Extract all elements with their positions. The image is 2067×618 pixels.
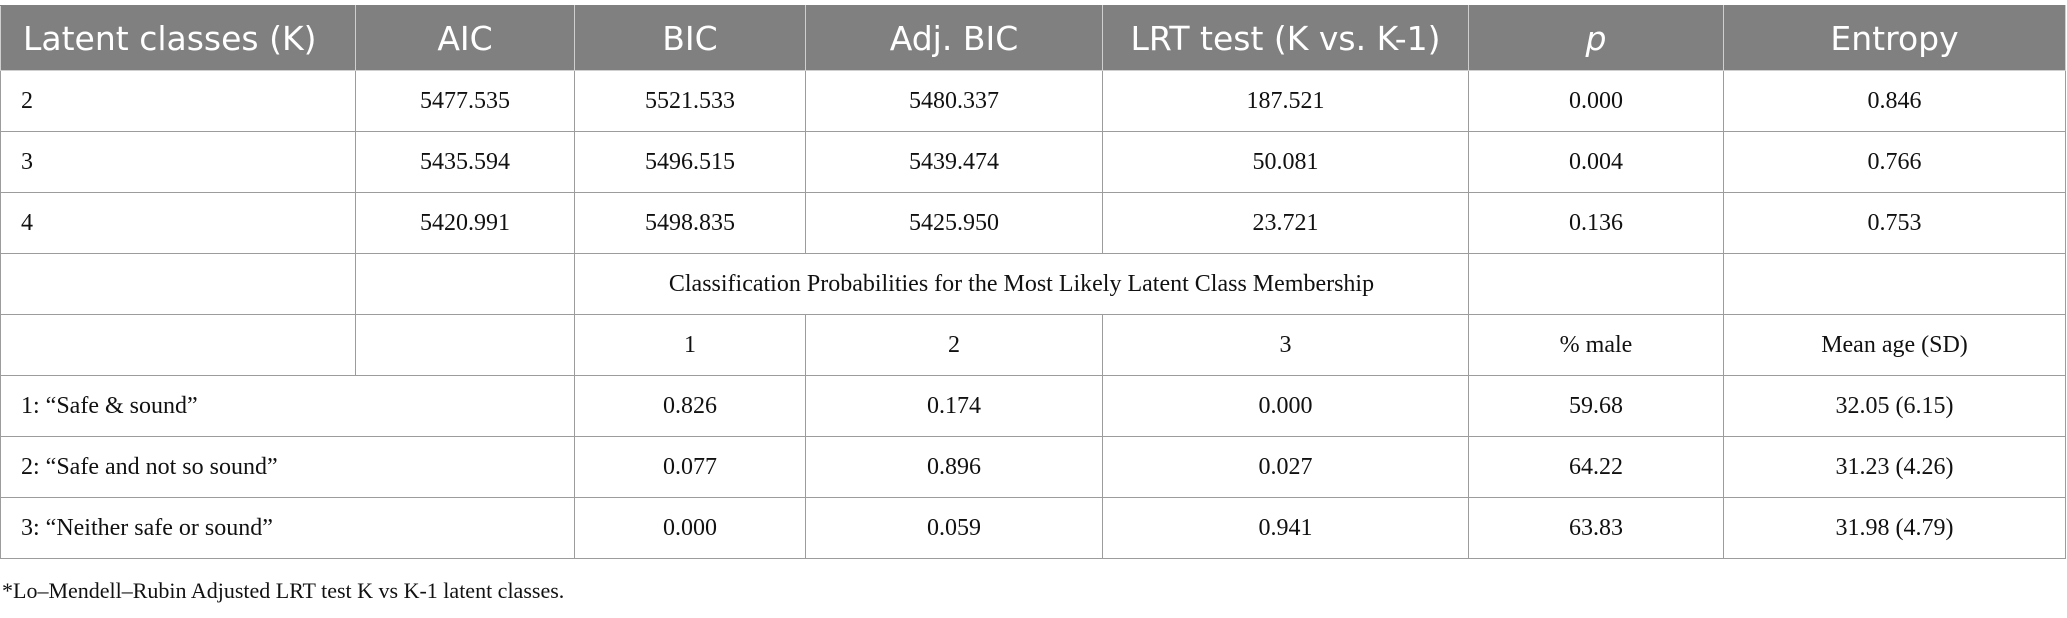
table-cell: 0.753: [1723, 192, 2066, 254]
table-row: 3 5435.594 5496.515 5439.474 50.081 0.00…: [0, 131, 2066, 193]
table-cell: 5435.594: [355, 131, 575, 193]
classification-title: Classification Probabilities for the Mos…: [574, 253, 1469, 315]
table-cell: 187.521: [1102, 70, 1469, 132]
table-cell: 0.896: [805, 436, 1103, 498]
sub-header-cell: 3: [1102, 314, 1469, 376]
table-cell: 3: [0, 131, 356, 193]
table-cell: 5521.533: [574, 70, 806, 132]
class-label-cell: 1: “Safe & sound”: [0, 375, 575, 437]
table-cell: 64.22: [1468, 436, 1724, 498]
table-cell: 4: [0, 192, 356, 254]
table-cell: 0.000: [1468, 70, 1724, 132]
table-cell: 5425.950: [805, 192, 1103, 254]
table-row: 3: “Neither safe or sound” 0.000 0.059 0…: [0, 497, 2066, 559]
header-bic: BIC: [574, 5, 806, 71]
table-cell: 59.68: [1468, 375, 1724, 437]
table-cell: 0.766: [1723, 131, 2066, 193]
table-cell: 0.077: [574, 436, 806, 498]
sub-header-cell: 1: [574, 314, 806, 376]
table-cell: 31.23 (4.26): [1723, 436, 2066, 498]
table-cell: [355, 314, 575, 376]
table-cell: [0, 253, 356, 315]
table-row: 4 5420.991 5498.835 5425.950 23.721 0.13…: [0, 192, 2066, 254]
classification-title-row: Classification Probabilities for the Mos…: [0, 253, 2066, 315]
table-cell: 31.98 (4.79): [1723, 497, 2066, 559]
table-cell: 0.826: [574, 375, 806, 437]
table-cell: 50.081: [1102, 131, 1469, 193]
header-entropy: Entropy: [1723, 5, 2066, 71]
table-cell: 5420.991: [355, 192, 575, 254]
table-cell: 23.721: [1102, 192, 1469, 254]
table-cell: 0.846: [1723, 70, 2066, 132]
table-cell: 0.136: [1468, 192, 1724, 254]
table-cell: [1723, 253, 2066, 315]
header-aic: AIC: [355, 5, 575, 71]
sub-header-cell: % male: [1468, 314, 1724, 376]
header-adj-bic: Adj. BIC: [805, 5, 1103, 71]
header-lrt-test: LRT test (K vs. K-1): [1102, 5, 1469, 71]
table-cell: 0.000: [1102, 375, 1469, 437]
table-cell: 5496.515: [574, 131, 806, 193]
table-cell: 5439.474: [805, 131, 1103, 193]
table-footnote: *Lo–Mendell–Rubin Adjusted LRT test K vs…: [2, 578, 565, 603]
table-cell: [0, 314, 356, 376]
table-cell: [1468, 253, 1724, 315]
header-p-label: p: [1585, 18, 1607, 58]
latent-class-table: Latent classes (K) AIC BIC Adj. BIC LRT …: [0, 5, 2066, 559]
table-cell: 0.941: [1102, 497, 1469, 559]
table-cell: 0.174: [805, 375, 1103, 437]
table-cell: 32.05 (6.15): [1723, 375, 2066, 437]
table-cell: 0.004: [1468, 131, 1724, 193]
header-p: p: [1468, 5, 1724, 71]
table-cell: 63.83: [1468, 497, 1724, 559]
table-row: 2 5477.535 5521.533 5480.337 187.521 0.0…: [0, 70, 2066, 132]
sub-header-cell: 2: [805, 314, 1103, 376]
class-label-cell: 3: “Neither safe or sound”: [0, 497, 575, 559]
table-row: 1: “Safe & sound” 0.826 0.174 0.000 59.6…: [0, 375, 2066, 437]
table-cell: 2: [0, 70, 356, 132]
header-latent-classes: Latent classes (K): [0, 5, 356, 71]
table-cell: 0.027: [1102, 436, 1469, 498]
class-label-cell: 2: “Safe and not so sound”: [0, 436, 575, 498]
table-cell: 5498.835: [574, 192, 806, 254]
table-cell: 0.059: [805, 497, 1103, 559]
table-cell: 5480.337: [805, 70, 1103, 132]
sub-header-row: 1 2 3 % male Mean age (SD): [0, 314, 2066, 376]
table-row: 2: “Safe and not so sound” 0.077 0.896 0…: [0, 436, 2066, 498]
table-cell: 5477.535: [355, 70, 575, 132]
table-cell: 0.000: [574, 497, 806, 559]
header-row: Latent classes (K) AIC BIC Adj. BIC LRT …: [0, 5, 2066, 71]
sub-header-cell: Mean age (SD): [1723, 314, 2066, 376]
table-cell: [355, 253, 575, 315]
